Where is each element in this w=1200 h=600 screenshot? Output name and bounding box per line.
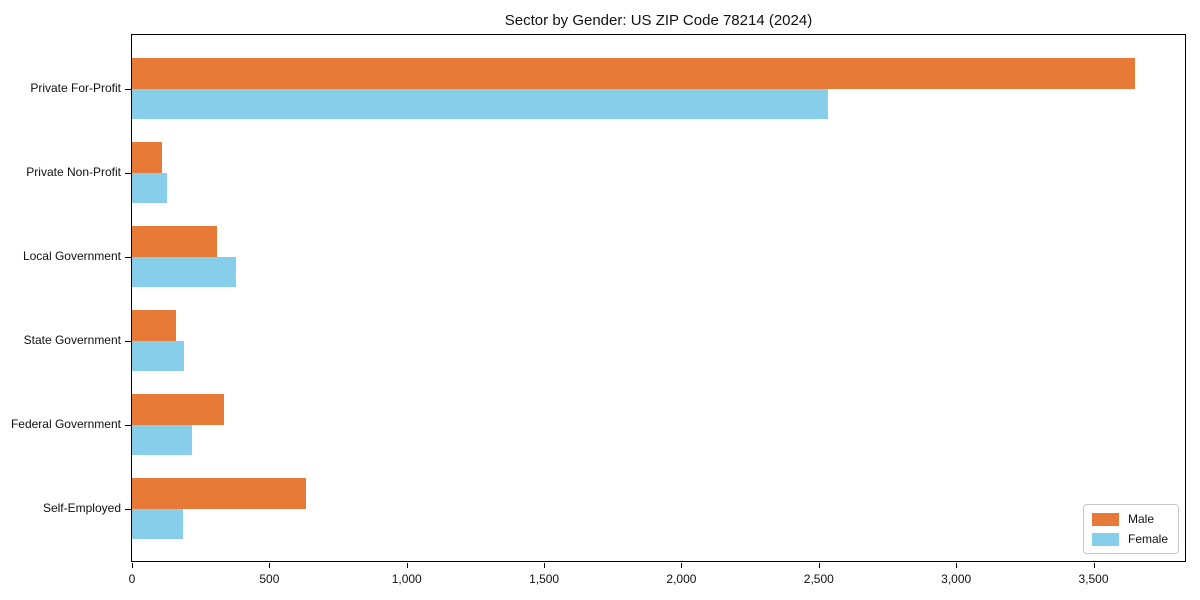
bar-male-private-non-profit (132, 142, 163, 173)
bar-female-local-government (132, 257, 237, 287)
x-axis-tick (406, 563, 408, 568)
x-axis-tick (818, 563, 820, 568)
y-axis-tick (125, 257, 131, 258)
bar-female-self-employed (132, 509, 183, 539)
y-axis-category-label-federal-government: Federal Government (10, 417, 121, 431)
bar-male-private-for-profit (132, 58, 1135, 89)
x-axis-tick-label: 500 (259, 572, 280, 586)
y-axis-category-label-private-non-profit: Private Non-Profit (26, 165, 121, 179)
legend-entry-male: Male (1091, 512, 1168, 526)
y-axis-tick (125, 425, 131, 426)
y-axis-tick (125, 89, 131, 90)
x-axis-tick-label: 3,000 (941, 572, 972, 586)
bar-male-state-government (132, 310, 176, 341)
bar-female-federal-government (132, 425, 193, 455)
legend-label-male: Male (1127, 512, 1154, 526)
legend-entry-female: Female (1091, 532, 1168, 546)
legend-label-female: Female (1127, 532, 1168, 546)
x-axis-tick (269, 563, 271, 568)
bar-male-federal-government (132, 394, 225, 425)
bar-male-self-employed (132, 478, 307, 509)
x-axis-tick-label: 0 (128, 572, 136, 586)
bar-female-private-for-profit (132, 89, 829, 119)
chart-title: Sector by Gender: US ZIP Code 78214 (202… (504, 12, 813, 29)
x-axis-tick-label: 1,500 (529, 572, 560, 586)
y-axis-category-label-self-employed: Self-Employed (42, 501, 121, 515)
x-axis-tick (544, 563, 546, 568)
x-axis-tick (956, 563, 958, 568)
y-axis-tick (125, 173, 131, 174)
x-axis-tick (681, 563, 683, 568)
bar-female-private-non-profit (132, 173, 167, 203)
legend-swatch-male (1091, 512, 1119, 526)
x-axis-tick-label: 2,000 (666, 572, 697, 586)
y-axis-tick (125, 509, 131, 510)
bar-male-local-government (132, 226, 218, 257)
x-axis-tick (132, 563, 133, 568)
legend: Male Female (1082, 504, 1179, 554)
plot-area: Male Female Private For-Profit Private Non… (11, 34, 1186, 586)
y-axis-category-label-local-government: Local Government (22, 249, 121, 263)
x-axis-tick-label: 2,500 (803, 572, 834, 586)
legend-swatch-female (1091, 532, 1119, 546)
y-axis-category-label-private-for-profit: Private For-Profit (30, 81, 121, 95)
x-axis-tick (1093, 563, 1095, 568)
x-axis-tick-label: 3,500 (1078, 572, 1109, 586)
y-axis-category-label-state-government: State Government (23, 333, 121, 347)
x-axis-tick-label: 1,000 (391, 572, 422, 586)
bar-female-state-government (132, 341, 185, 371)
y-axis-tick (125, 341, 131, 342)
